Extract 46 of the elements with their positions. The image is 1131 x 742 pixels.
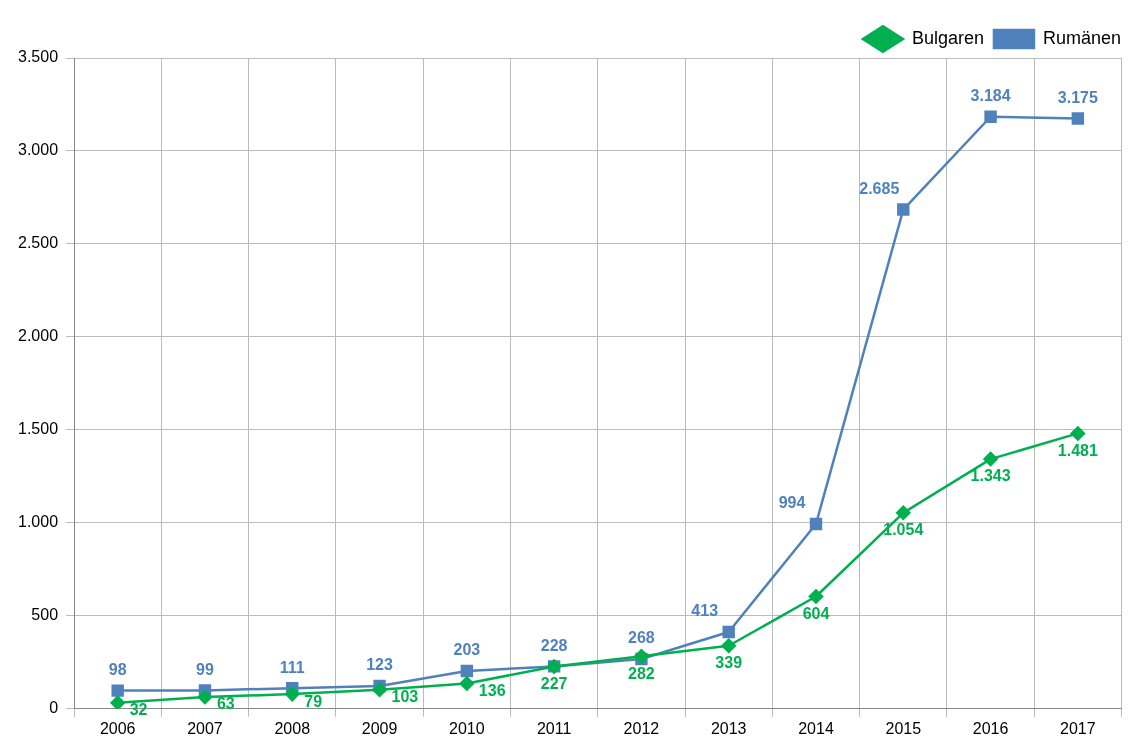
data-label: 123: [366, 656, 393, 674]
x-tick-label: 2014: [798, 719, 834, 737]
legend-label: Bulgaren: [911, 27, 984, 48]
x-tick-label: 2015: [885, 719, 922, 737]
x-tick-label: 2006: [99, 719, 136, 737]
data-label: 79: [304, 692, 323, 710]
data-label: 339: [715, 654, 743, 672]
x-tick-label: 2013: [710, 719, 747, 737]
y-tick-label: 3.500: [17, 48, 59, 66]
x-tick-label: 2010: [449, 719, 485, 737]
data-label: 98: [108, 660, 127, 678]
data-label: 282: [628, 664, 655, 682]
data-label: 63: [216, 695, 235, 713]
data-label: 1.054: [883, 521, 924, 539]
data-label: 203: [453, 641, 481, 659]
data-label: 2.685: [859, 179, 900, 197]
data-label: 32: [129, 701, 148, 719]
y-tick-label: 1.500: [17, 420, 59, 438]
data-label: 1.343: [970, 467, 1011, 485]
data-label: 604: [802, 604, 830, 622]
x-tick-label: 2007: [187, 719, 223, 737]
y-tick-label: 2.500: [17, 234, 59, 252]
data-label: 227: [540, 675, 568, 692]
y-tick-label: 2.000: [17, 327, 59, 345]
y-tick-label: 0: [49, 699, 59, 717]
data-label: 99: [196, 660, 214, 678]
data-label: 3.184: [970, 87, 1011, 105]
data-label: 1.481: [1057, 441, 1098, 459]
data-label: 111: [279, 658, 305, 676]
x-tick-label: 2016: [972, 719, 1009, 737]
x-tick-label: 2008: [274, 719, 311, 737]
data-label: 994: [778, 494, 806, 512]
data-label: 103: [391, 688, 419, 706]
x-tick-label: 2017: [1060, 719, 1096, 737]
data-label: 3.175: [1057, 88, 1098, 106]
data-label: 268: [628, 629, 655, 647]
data-label: 228: [540, 636, 568, 654]
data-label: 136: [478, 681, 506, 699]
x-tick-label: 2009: [361, 719, 398, 737]
data-label: 413: [691, 602, 719, 620]
x-tick-label: 2011: [536, 719, 572, 737]
legend-label: Rumänen: [1042, 27, 1121, 48]
y-tick-label: 500: [31, 606, 59, 624]
y-tick-label: 1.000: [17, 513, 59, 531]
x-tick-label: 2012: [623, 719, 660, 737]
y-tick-label: 3.000: [17, 141, 59, 159]
